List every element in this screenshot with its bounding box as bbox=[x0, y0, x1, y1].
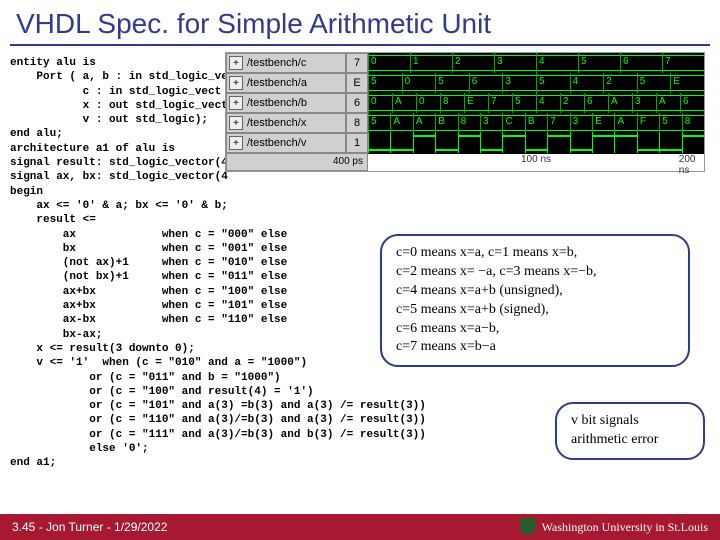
expand-icon[interactable]: + bbox=[229, 116, 243, 130]
wave-row: +/testbench/aE505635425E bbox=[226, 73, 704, 93]
expand-icon[interactable]: + bbox=[229, 56, 243, 70]
time-current: 400 ps bbox=[226, 153, 368, 171]
signal-name[interactable]: +/testbench/v bbox=[226, 133, 346, 153]
wave-row: +/testbench/c701234567 bbox=[226, 53, 704, 73]
signal-name[interactable]: +/testbench/a bbox=[226, 73, 346, 93]
waveform-viewer: +/testbench/c701234567+/testbench/aE5056… bbox=[225, 52, 705, 172]
signal-wave: 505635425E bbox=[368, 73, 704, 93]
wave-row: +/testbench/b60A08E75426A3A6 bbox=[226, 93, 704, 113]
time-axis-row: 400 ps 100 ns200 ns bbox=[226, 153, 704, 171]
wave-row: +/testbench/x85AAB83CB73EAF58 bbox=[226, 113, 704, 133]
footer: 3.45 - Jon Turner - 1/29/2022 Washington… bbox=[0, 514, 720, 540]
signal-value: E bbox=[346, 73, 368, 93]
wave-row: +/testbench/v1 bbox=[226, 133, 704, 153]
signal-name[interactable]: +/testbench/c bbox=[226, 53, 346, 73]
callout-opcodes: c=0 means x=a, c=1 means x=b,c=2 means x… bbox=[380, 234, 690, 367]
expand-icon[interactable]: + bbox=[229, 136, 243, 150]
content-area: entity alu is Port ( a, b : in std_logic… bbox=[0, 52, 720, 492]
callout-vbit: v bit signalsarithmetic error bbox=[555, 402, 705, 460]
signal-value: 7 bbox=[346, 53, 368, 73]
footer-right: Washington University in St.Louis bbox=[542, 520, 708, 535]
signal-name[interactable]: +/testbench/x bbox=[226, 113, 346, 133]
expand-icon[interactable]: + bbox=[229, 96, 243, 110]
signal-value: 1 bbox=[346, 133, 368, 153]
signal-name[interactable]: +/testbench/b bbox=[226, 93, 346, 113]
time-axis: 100 ns200 ns bbox=[368, 153, 704, 171]
signal-wave: 01234567 bbox=[368, 53, 704, 73]
wustl-logo: Washington University in St.Louis bbox=[520, 518, 708, 536]
shield-icon bbox=[520, 518, 536, 536]
signal-value: 8 bbox=[346, 113, 368, 133]
title-underline bbox=[10, 44, 710, 46]
signal-wave: 5AAB83CB73EAF58 bbox=[368, 113, 704, 133]
signal-wave: 0A08E75426A3A6 bbox=[368, 93, 704, 113]
page-title: VHDL Spec. for Simple Arithmetic Unit bbox=[0, 0, 720, 44]
expand-icon[interactable]: + bbox=[229, 76, 243, 90]
signal-wave bbox=[368, 133, 704, 153]
signal-value: 6 bbox=[346, 93, 368, 113]
footer-left: 3.45 - Jon Turner - 1/29/2022 bbox=[12, 520, 167, 534]
